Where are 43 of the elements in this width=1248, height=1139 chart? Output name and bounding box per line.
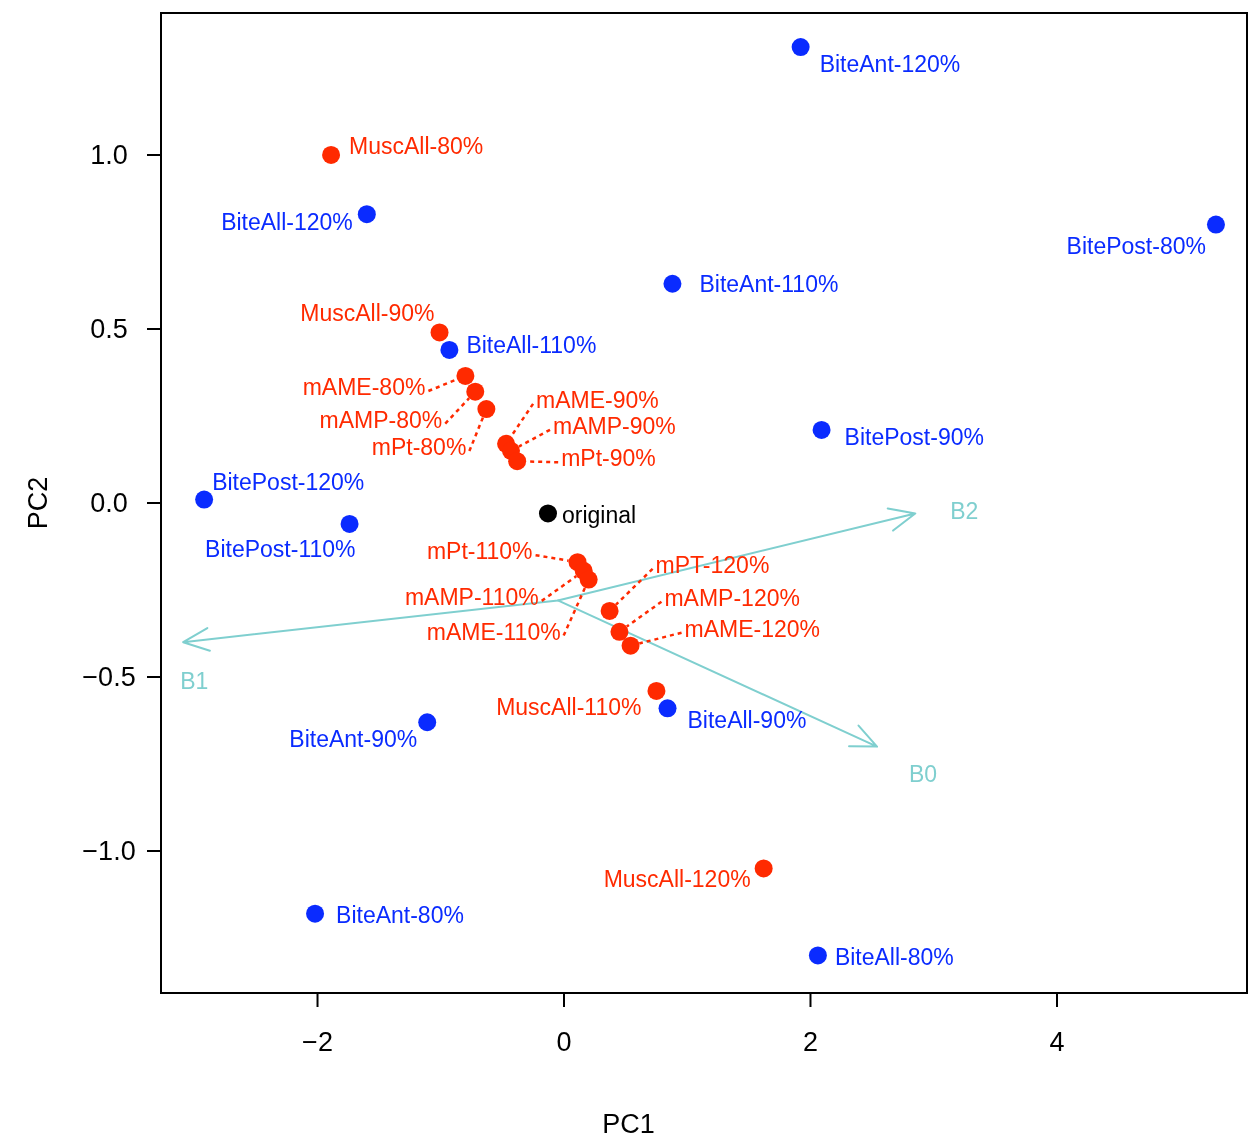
annotation: BiteAll-90%: [687, 707, 807, 734]
annotation: MuscAll-120%: [603, 866, 751, 893]
annotation: BiteAnt-120%: [819, 51, 961, 78]
annotation: BitePost-80%: [1066, 232, 1206, 259]
annotation: mAME-120%: [684, 615, 821, 642]
x-tick-label: 0: [556, 1027, 572, 1057]
annotation: BitePost-120%: [212, 468, 365, 495]
annotation: MuscAll-90%: [300, 300, 435, 327]
annotation: mAME-90%: [536, 386, 659, 413]
annotation: mAMP-90%: [553, 412, 676, 439]
annotation: B1: [180, 668, 209, 695]
annotation: BitePost-90%: [844, 423, 984, 450]
annotation: BitePost-110%: [205, 535, 356, 562]
annotation: MuscAll-80%: [349, 132, 484, 159]
annotation: mAMP-120%: [664, 584, 800, 611]
x-tick-label: 2: [802, 1027, 818, 1057]
y-tick-label: 1.0: [90, 139, 128, 170]
annotation: mPT-120%: [655, 551, 770, 578]
x-tick-label: −2: [302, 1027, 333, 1057]
annotation: mPt-110%: [426, 538, 533, 565]
annotation: mAME-110%: [426, 618, 561, 645]
annotation: mAMP-80%: [319, 406, 443, 433]
y-tick-label: −1.0: [82, 836, 136, 867]
annotation: original: [561, 502, 637, 529]
annotation: BiteAll-120%: [221, 209, 353, 236]
x-tick-label: 4: [1049, 1027, 1065, 1057]
y-tick-label: 0.0: [90, 488, 128, 518]
annotation: B2: [950, 498, 979, 525]
annotation: mAME-80%: [302, 373, 426, 400]
annotation: BiteAnt-90%: [289, 726, 418, 753]
annotation: MuscAll-110%: [496, 693, 642, 720]
y-tick-label: −0.5: [82, 662, 136, 693]
annotation: mPt-80%: [371, 434, 467, 461]
y-tick-label: 0.5: [90, 313, 128, 344]
annotation: mAMP-110%: [404, 583, 539, 610]
annotation: mPt-90%: [561, 445, 656, 472]
x-axis-title: PC1: [602, 1109, 655, 1139]
annotation: BiteAnt-110%: [699, 270, 839, 297]
annotation: B0: [909, 760, 938, 787]
annotation: BiteAll-110%: [466, 331, 597, 358]
y-axis-title: PC2: [23, 476, 53, 530]
annotation: BiteAll-80%: [834, 944, 954, 971]
annotation: BiteAnt-80%: [336, 901, 464, 928]
